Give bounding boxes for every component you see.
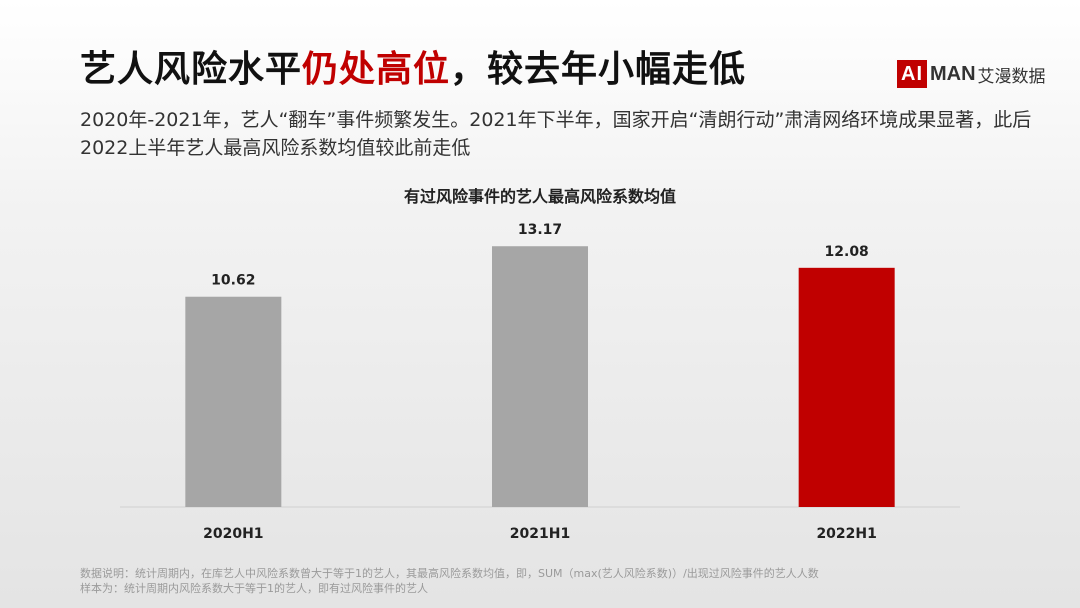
- page-subtitle: 2020年-2021年，艺人“翻车”事件频繁发生。2021年下半年，国家开启“清…: [80, 109, 1032, 159]
- bars-layer: 10.62 2020H1 13.17 2021H1 12.08 2022H1: [120, 222, 960, 542]
- bar-2021H1: [492, 246, 588, 507]
- title-highlight: 仍处高位: [302, 49, 451, 90]
- x-tick-label-2020H1: 2020H1: [203, 526, 263, 542]
- brand-logo: AI MAN 艾漫数据: [897, 60, 1046, 88]
- data-label-2021H1: 13.17: [518, 222, 562, 238]
- logo-ai-mark: AI: [897, 60, 927, 88]
- title-part-2: ，较去年小幅走低: [450, 49, 747, 90]
- footnote-line-2: 样本为：统计周期内风险系数大于等于1的艺人，即有过风险事件的艺人: [80, 582, 428, 595]
- data-label-2020H1: 10.62: [211, 273, 255, 289]
- page-title: 艺人风险水平仍处高位，较去年小幅走低: [80, 40, 746, 92]
- bar-2022H1: [798, 267, 895, 507]
- x-tick-label-2021H1: 2021H1: [510, 526, 570, 542]
- bar-2020H1: [185, 296, 282, 507]
- footnote-line-1: 数据说明：统计周期内，在库艺人中风险系数曾大于等于1的艺人，其最高风险系数均值，…: [80, 567, 819, 580]
- logo-man-text: MAN: [930, 62, 976, 85]
- chart-title: 有过风险事件的艺人最高风险系数均值: [403, 187, 676, 206]
- x-tick-label-2022H1: 2022H1: [816, 526, 876, 542]
- data-label-2022H1: 12.08: [825, 244, 869, 260]
- footnote: 数据说明：统计周期内，在库艺人中风险系数曾大于等于1的艺人，其最高风险系数均值，…: [80, 566, 1040, 596]
- title-part-1: 艺人风险水平: [80, 49, 303, 90]
- logo-cn-text: 艾漫数据: [977, 66, 1046, 87]
